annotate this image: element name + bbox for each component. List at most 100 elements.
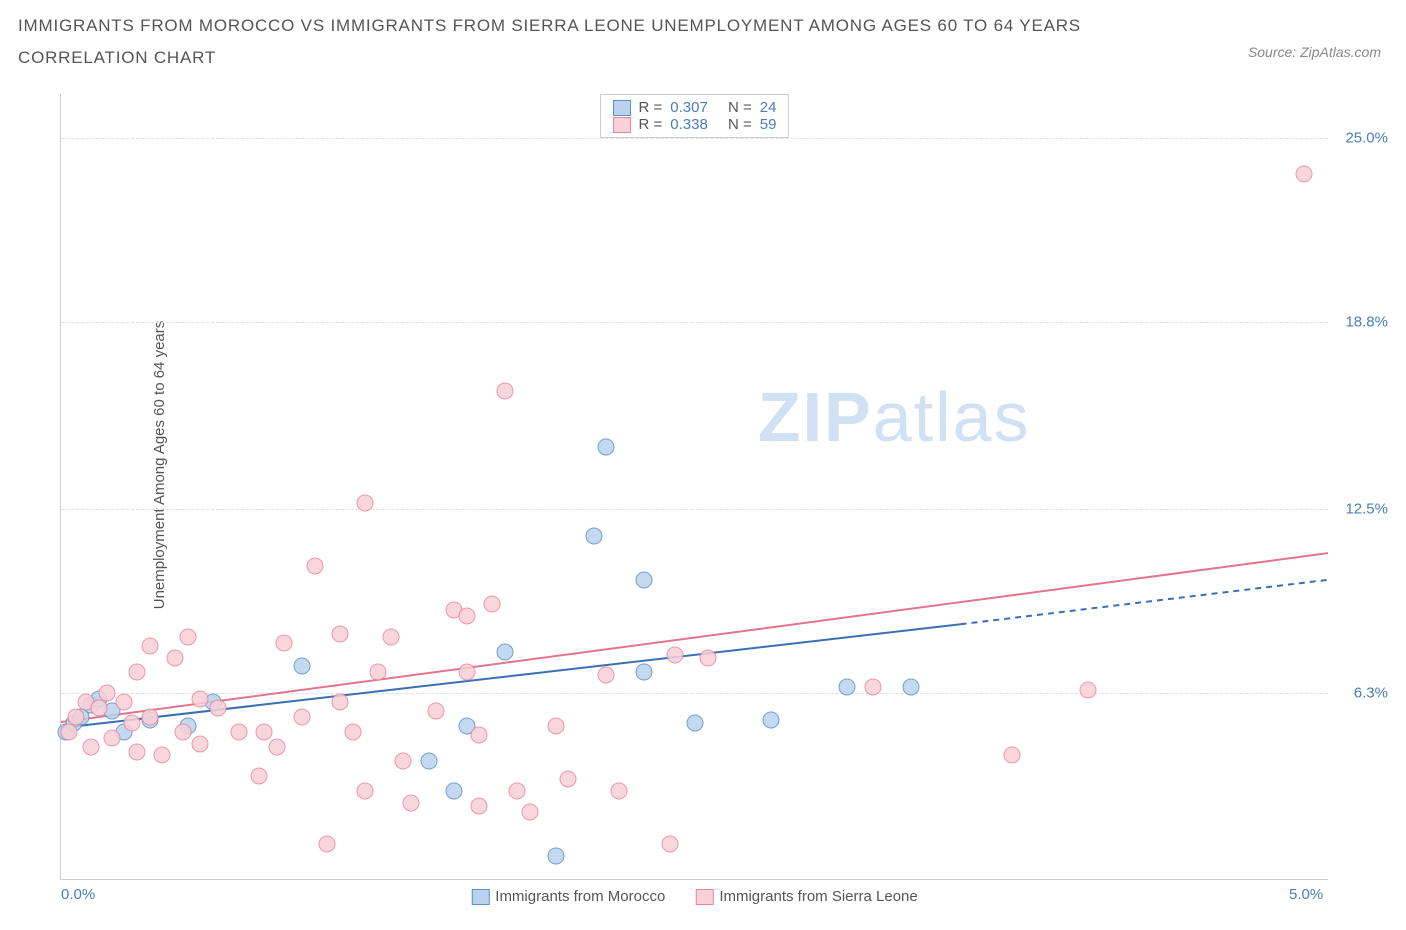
scatter-point [293, 658, 310, 675]
gridline [61, 509, 1328, 510]
scatter-point [331, 625, 348, 642]
scatter-point [129, 664, 146, 681]
scatter-point [83, 738, 100, 755]
scatter-point [496, 382, 513, 399]
scatter-point [192, 735, 209, 752]
scatter-point [1004, 747, 1021, 764]
scatter-point [699, 649, 716, 666]
x-tick-label: 0.0% [61, 886, 95, 903]
y-tick-label: 6.3% [1333, 685, 1388, 702]
scatter-point [382, 628, 399, 645]
scatter-point [458, 608, 475, 625]
scatter-point [174, 723, 191, 740]
swatch-morocco [471, 889, 489, 905]
correlation-legend: R = 0.307 N = 24 R = 0.338 N = 59 [600, 94, 790, 138]
n-label: N = [728, 99, 752, 116]
legend-row-morocco: R = 0.307 N = 24 [613, 99, 777, 116]
scatter-point [276, 634, 293, 651]
scatter-point [509, 783, 526, 800]
series-name-sierra-leone: Immigrants from Sierra Leone [719, 888, 917, 905]
scatter-point [141, 708, 158, 725]
swatch-morocco [613, 100, 631, 116]
r-label: R = [639, 116, 663, 133]
scatter-point [268, 738, 285, 755]
scatter-point [344, 723, 361, 740]
scatter-point [666, 646, 683, 663]
scatter-point [598, 438, 615, 455]
r-value-morocco: 0.307 [670, 99, 708, 116]
y-tick-label: 25.0% [1333, 130, 1388, 147]
scatter-point [484, 596, 501, 613]
r-value-sierra-leone: 0.338 [670, 116, 708, 133]
x-tick-label: 5.0% [1289, 886, 1323, 903]
chart-title: IMMIGRANTS FROM MOROCCO VS IMMIGRANTS FR… [18, 10, 1081, 75]
y-tick-label: 18.8% [1333, 314, 1388, 331]
gridline [61, 138, 1328, 139]
n-value-sierra-leone: 59 [760, 116, 777, 133]
scatter-point [250, 768, 267, 785]
scatter-point [116, 694, 133, 711]
scatter-point [210, 699, 227, 716]
n-label: N = [728, 116, 752, 133]
legend-row-sierra-leone: R = 0.338 N = 59 [613, 116, 777, 133]
legend-item-sierra-leone: Immigrants from Sierra Leone [695, 888, 917, 905]
watermark-bold: ZIP [758, 378, 873, 456]
scatter-point [357, 783, 374, 800]
scatter-point [560, 771, 577, 788]
series-name-morocco: Immigrants from Morocco [495, 888, 665, 905]
watermark: ZIPatlas [758, 377, 1031, 457]
scatter-point [68, 708, 85, 725]
scatter-point [458, 664, 475, 681]
scatter-point [306, 557, 323, 574]
scatter-point [585, 527, 602, 544]
scatter-point [129, 744, 146, 761]
r-label: R = [639, 99, 663, 116]
scatter-point [547, 848, 564, 865]
scatter-point [661, 836, 678, 853]
scatter-point [428, 702, 445, 719]
scatter-point [687, 714, 704, 731]
watermark-light: atlas [873, 378, 1031, 456]
scatter-point [192, 691, 209, 708]
scatter-point [319, 836, 336, 853]
scatter-point [547, 717, 564, 734]
scatter-point [420, 753, 437, 770]
swatch-sierra-leone [613, 117, 631, 133]
scatter-point [370, 664, 387, 681]
scatter-chart: ZIPatlas R = 0.307 N = 24 R = 0.338 N = … [60, 94, 1328, 880]
scatter-point [496, 643, 513, 660]
n-value-morocco: 24 [760, 99, 777, 116]
scatter-point [471, 797, 488, 814]
scatter-point [154, 747, 171, 764]
scatter-point [610, 783, 627, 800]
scatter-point [141, 637, 158, 654]
scatter-point [598, 667, 615, 684]
source-attribution: Source: ZipAtlas.com [1248, 44, 1381, 60]
scatter-point [60, 723, 77, 740]
legend-item-morocco: Immigrants from Morocco [471, 888, 665, 905]
scatter-point [636, 664, 653, 681]
scatter-point [864, 679, 881, 696]
title-line-2: CORRELATION CHART [18, 48, 216, 67]
scatter-point [522, 803, 539, 820]
scatter-point [446, 783, 463, 800]
scatter-point [331, 694, 348, 711]
scatter-point [902, 679, 919, 696]
scatter-point [103, 729, 120, 746]
scatter-point [395, 753, 412, 770]
trend-lines [61, 94, 1328, 879]
scatter-point [763, 711, 780, 728]
scatter-point [839, 679, 856, 696]
scatter-point [1080, 682, 1097, 699]
scatter-point [636, 572, 653, 589]
scatter-point [179, 628, 196, 645]
scatter-point [91, 699, 108, 716]
scatter-point [1295, 166, 1312, 183]
scatter-point [230, 723, 247, 740]
scatter-point [167, 649, 184, 666]
series-legend: Immigrants from Morocco Immigrants from … [471, 888, 917, 905]
title-line-1: IMMIGRANTS FROM MOROCCO VS IMMIGRANTS FR… [18, 16, 1081, 35]
scatter-point [471, 726, 488, 743]
scatter-point [293, 708, 310, 725]
y-tick-label: 12.5% [1333, 501, 1388, 518]
